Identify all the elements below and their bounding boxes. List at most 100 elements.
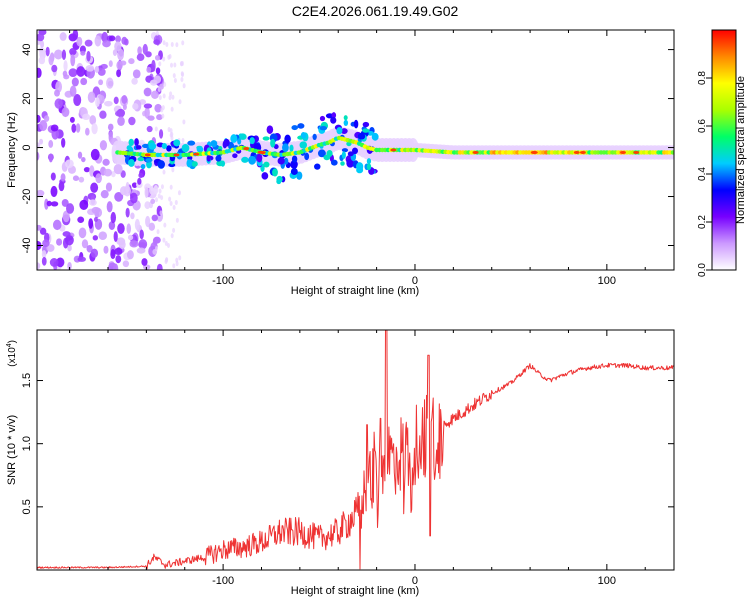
spectrogram-ticks: -100 0 100 -40 -20 0 20 40: [21, 30, 674, 287]
heatmap-blob: [206, 154, 211, 162]
heatmap-blob: [138, 172, 144, 179]
heatmap-blob: [70, 54, 76, 67]
heatmap-blob: [230, 134, 238, 143]
heatmap-blob: [178, 99, 182, 105]
heatmap-blob: [103, 168, 113, 177]
heatmap-blob: [94, 35, 102, 47]
heatmap-blob: [153, 184, 159, 195]
heatmap-blob: [145, 215, 151, 228]
heatmap-blob: [141, 258, 148, 266]
heatmap-blob: [312, 133, 317, 141]
heatmap-blob: [68, 68, 78, 77]
heatmap-blob: [154, 103, 162, 113]
heatmap-blob: [160, 107, 164, 113]
heatmap-blob: [142, 43, 148, 55]
heatmap-blob: [73, 93, 82, 106]
heatmap-blob: [61, 107, 70, 118]
heatmap-blob: [72, 175, 80, 181]
heatmap-blob: [48, 55, 54, 66]
colorbar-tick-label: 0.4: [697, 167, 708, 181]
heatmap-blob: [81, 156, 86, 163]
heatmap-blob: [158, 61, 162, 67]
heatmap-blob: [158, 188, 162, 194]
heatmap-blob: [156, 263, 163, 270]
snr-ylabel: SNR (10 * v/v): [6, 415, 18, 485]
heatmap-blob: [65, 235, 74, 246]
heatmap-blob: [80, 77, 88, 86]
heatmap-blob: [37, 67, 42, 79]
heatmap-blob: [45, 46, 50, 57]
spectrogram-ytick-label: -20: [21, 189, 33, 205]
heatmap-blob: [366, 158, 372, 165]
heatmap-blob: [151, 59, 156, 72]
heatmap-blob: [270, 138, 276, 148]
heatmap-blob: [172, 263, 176, 269]
heatmap-blob: [181, 40, 185, 46]
heatmap-blob: [111, 171, 116, 178]
heatmap-blob: [237, 138, 242, 145]
heatmap-blob: [160, 184, 164, 190]
heatmap-blob: [336, 127, 343, 135]
heatmap-blob: [283, 157, 289, 165]
spectrogram-ytick-label: 40: [21, 43, 33, 55]
heatmap-blob: [95, 97, 100, 108]
heatmap-blob: [76, 36, 83, 47]
heatmap-blob: [114, 41, 122, 52]
heatmap-peak: [173, 153, 180, 157]
heatmap-blob: [136, 53, 145, 62]
heatmap-blob: [175, 42, 179, 48]
heatmap-blob: [317, 149, 326, 158]
heatmap-blob: [110, 211, 117, 224]
heatmap-blob: [180, 76, 184, 82]
heatmap-blob: [157, 160, 165, 169]
heatmap-blob: [76, 66, 86, 77]
heatmap-blob: [89, 199, 97, 206]
heatmap-blob: [282, 143, 289, 153]
snr-exponent-close: ): [7, 340, 18, 343]
heatmap-blob: [87, 91, 96, 103]
heatmap-blob: [284, 134, 291, 144]
heatmap-blob: [75, 123, 81, 133]
heatmap-blob: [37, 114, 41, 123]
heatmap-blob: [181, 137, 185, 143]
heatmap-blob: [291, 125, 299, 131]
heatmap-blob: [172, 227, 176, 233]
snr-exponent-label: (x104): [6, 340, 18, 367]
heatmap-blob: [112, 49, 118, 57]
heatmap-blob: [151, 214, 158, 222]
heatmap-blob: [48, 153, 53, 163]
heatmap-blob: [91, 206, 101, 214]
heatmap-blob: [341, 148, 349, 153]
heatmap-blob: [150, 90, 159, 100]
heatmap-blob: [77, 151, 83, 159]
heatmap-blob: [143, 103, 153, 109]
heatmap-blob: [69, 85, 77, 97]
colorbar-tick-label: 0.6: [697, 119, 708, 133]
heatmap-blob: [297, 123, 305, 129]
heatmap-blob: [91, 123, 98, 135]
heatmap-blob: [43, 115, 50, 122]
heatmap-blob: [78, 176, 85, 183]
heatmap-blob: [161, 143, 168, 149]
heatmap-blob: [276, 178, 282, 185]
heatmap-blob: [222, 140, 228, 149]
heatmap-blob: [152, 237, 158, 246]
heatmap-blob: [261, 172, 269, 180]
heatmap-blob: [128, 138, 134, 147]
snr-ytick-label: 1.0: [21, 436, 33, 451]
heatmap-blob: [113, 163, 123, 175]
heatmap-blob: [191, 161, 198, 167]
heatmap-peak: [257, 150, 264, 154]
heatmap-blob: [67, 261, 72, 270]
heatmap-blob: [126, 250, 134, 260]
heatmap-blob: [137, 177, 142, 185]
heatmap-blob: [290, 168, 298, 175]
heatmap-blob: [353, 119, 359, 129]
heatmap-blob: [97, 67, 106, 76]
heatmap-peak: [243, 147, 250, 151]
heatmap-blob: [52, 219, 62, 231]
snr-xtick-label: 100: [598, 575, 616, 587]
heatmap-blob: [366, 163, 372, 171]
heatmap-blob: [81, 239, 89, 249]
snr-ytick-label: 1.5: [21, 373, 33, 388]
